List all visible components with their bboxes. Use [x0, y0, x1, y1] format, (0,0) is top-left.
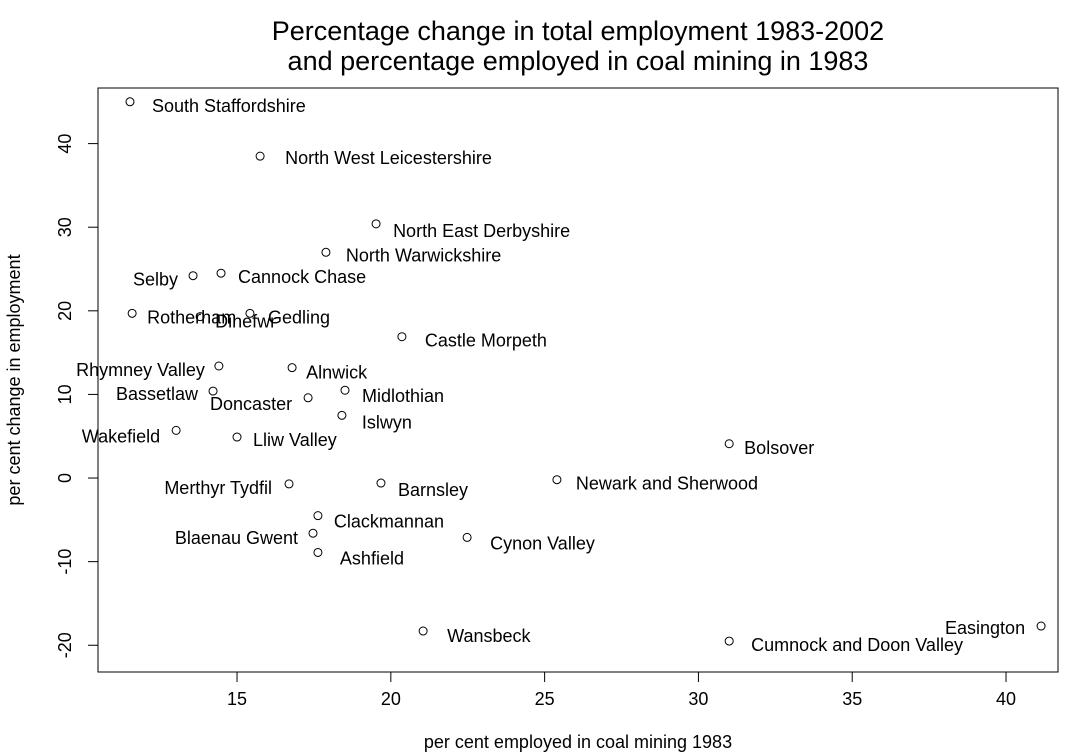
point [287, 363, 297, 373]
point-label: North East Derbyshire [393, 221, 570, 241]
point [216, 268, 226, 278]
point-label: Barnsley [398, 480, 468, 500]
point-label: Easington [945, 618, 1025, 638]
point [552, 475, 562, 485]
point-label: Cynon Valley [490, 533, 595, 553]
y-tick-label: 30 [55, 217, 75, 237]
point [724, 636, 734, 646]
point-label: Midlothian [362, 386, 444, 406]
y-tick-label: 40 [55, 134, 75, 154]
point-label: Alnwick [306, 363, 368, 383]
y-axis-label: per cent change in employment [4, 254, 24, 505]
y-tick-label: -10 [55, 549, 75, 575]
point [232, 432, 242, 442]
point-label: Doncaster [210, 394, 292, 414]
point-label: Bolsover [744, 438, 814, 458]
point [313, 511, 323, 521]
point-label: Newark and Sherwood [576, 474, 758, 494]
x-tick-label: 15 [227, 689, 247, 709]
point [303, 393, 313, 403]
point [214, 361, 224, 371]
point-label: Gedling [268, 307, 330, 327]
y-tick-label: 10 [55, 384, 75, 404]
x-axis-label: per cent employed in coal mining 1983 [424, 732, 732, 752]
x-tick-label: 40 [996, 689, 1016, 709]
point [195, 312, 205, 322]
point-label: Selby [133, 270, 178, 290]
y-tick-label: 0 [55, 473, 75, 483]
point [171, 425, 181, 435]
point-label: Rotherham [147, 307, 236, 327]
point-label: Merthyr Tydfil [164, 478, 272, 498]
chart-title: Percentage change in total employment 19… [272, 16, 884, 46]
point-label: Wansbeck [447, 626, 531, 646]
point-label: Clackmannan [334, 512, 444, 532]
point-label: Bassetlaw [116, 384, 199, 404]
point [371, 219, 381, 229]
point [245, 308, 255, 318]
point-label: Cannock Chase [238, 267, 366, 287]
point [125, 97, 135, 107]
point-label: Castle Morpeth [425, 331, 547, 351]
point [1036, 621, 1046, 631]
point-label: Rhymney Valley [76, 360, 205, 380]
point [337, 410, 347, 420]
x-tick-label: 20 [381, 689, 401, 709]
point-label: Wakefield [82, 426, 160, 446]
point-label: North Warwickshire [346, 245, 501, 265]
x-tick-label: 30 [688, 689, 708, 709]
point-label: South Staffordshire [152, 96, 306, 116]
y-tick-label: -20 [55, 632, 75, 658]
point [724, 439, 734, 449]
plot-frame [97, 87, 1059, 673]
point-label: Lliw Valley [253, 430, 337, 450]
point [418, 626, 428, 636]
x-tick-label: 25 [535, 689, 555, 709]
point-label: Cumnock and Doon Valley [751, 635, 963, 655]
point [313, 547, 323, 557]
chart-title: and percentage employed in coal mining i… [288, 46, 869, 76]
point [397, 332, 407, 342]
point-label: Ashfield [340, 548, 404, 568]
point-label: Dinefwr [215, 312, 276, 332]
point [308, 528, 318, 538]
point [462, 532, 472, 542]
point [127, 308, 137, 318]
point [376, 478, 386, 488]
point-label: Blaenau Gwent [175, 528, 298, 548]
point-label: Islwyn [362, 412, 412, 432]
x-tick-label: 35 [842, 689, 862, 709]
point [284, 479, 294, 489]
point [188, 271, 198, 281]
point-label: North West Leicestershire [285, 148, 492, 168]
point [208, 386, 218, 396]
point [340, 385, 350, 395]
point [255, 151, 265, 161]
y-tick-label: 20 [55, 301, 75, 321]
point [321, 247, 331, 257]
